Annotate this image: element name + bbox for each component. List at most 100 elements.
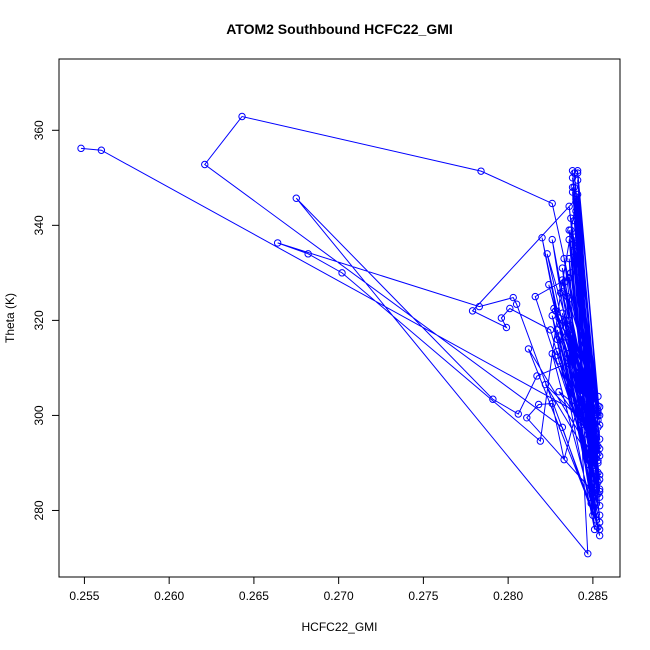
data-point [565,202,573,211]
data-point [594,468,602,477]
data-point [595,511,604,519]
data-point [580,395,589,403]
data-point [509,293,517,302]
data-point [565,226,573,234]
data-point [531,292,539,301]
data-point [595,485,604,493]
data-point [595,471,604,479]
y-axis: 280 300 320 340 360 [32,120,59,520]
data-point [589,430,597,439]
data-point [589,418,597,427]
data-point [548,235,556,244]
x-tick-label: 0.275 [408,589,438,603]
x-tick-label: 0.280 [493,589,523,603]
data-point [558,309,567,317]
data-point [587,416,595,424]
data-point [595,502,604,510]
data-point [338,269,346,277]
data-point [238,112,246,121]
data-point [304,250,312,258]
data-point [555,357,563,365]
y-axis-label: Theta (K) [3,293,17,343]
y-tick-label: 340 [32,215,46,235]
data-point [575,254,584,263]
data-point [595,435,604,443]
data-point [558,276,567,284]
data-point [570,247,578,256]
data-point [592,454,600,462]
data-point [292,194,300,202]
data-point [573,205,582,213]
data-point [97,146,106,154]
data-point [563,359,572,367]
data-point [563,292,572,301]
data-point [558,288,567,296]
data-point [565,254,573,263]
data-point [560,254,568,263]
data-point [565,295,573,303]
data-point [594,392,602,401]
data-point [563,349,572,358]
data-point [590,480,599,489]
data-point [572,193,580,201]
x-tick-label: 0.265 [239,589,269,603]
data-point [592,444,600,453]
data-point [548,399,556,408]
data-point [553,335,561,344]
data-point [538,233,546,242]
data-point [523,414,531,422]
data-point [577,421,585,429]
data-point [592,516,600,524]
data-point [77,144,85,153]
data-point [558,423,567,431]
data-point [577,411,585,420]
x-tick-label: 0.285 [578,589,608,603]
data-point [572,197,580,206]
data-point [548,199,556,208]
x-tick-label: 0.255 [69,589,99,603]
data-point [592,430,600,439]
data-point [594,456,602,465]
data-point [475,302,484,311]
y-tick-label: 360 [32,120,46,140]
data-point [584,430,592,439]
data-point [579,373,587,382]
data-point [575,273,584,282]
data-point [589,473,597,481]
data-point [568,188,577,196]
data-point [565,273,573,282]
data-point [584,550,592,558]
data-point [594,402,602,410]
data-point [570,233,578,241]
data-point [524,345,533,353]
data-point [580,387,589,396]
data-point [573,176,582,184]
data-point [570,169,578,177]
data-point [541,380,550,389]
data-point [543,250,551,258]
data-point [536,437,545,445]
data-point [560,455,568,464]
data-point [567,269,575,277]
data-point [568,240,577,249]
data-point [590,464,599,472]
data-point [568,183,577,192]
data-point [572,195,580,203]
x-axis-label: HCFC22_GMI [301,620,377,634]
data-point [477,167,485,175]
data-point [587,437,595,446]
data-point [595,487,604,496]
data-point [553,347,561,355]
data-point [590,492,599,500]
x-tick-label: 0.270 [324,589,354,603]
data-point [594,423,602,431]
data-point [572,207,580,215]
data-point [558,264,567,272]
data-point [546,326,555,334]
data-point [562,316,570,325]
data-point [489,395,497,403]
data-point [595,525,604,534]
data-point [595,475,604,484]
data-point [565,316,573,325]
